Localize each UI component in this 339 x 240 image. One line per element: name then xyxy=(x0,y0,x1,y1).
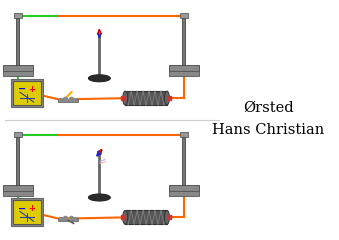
Bar xyxy=(180,132,188,137)
Bar xyxy=(13,200,41,224)
Bar xyxy=(14,132,22,137)
Bar xyxy=(16,18,19,65)
Bar xyxy=(58,99,78,102)
Ellipse shape xyxy=(123,210,128,224)
Ellipse shape xyxy=(123,91,128,105)
Bar xyxy=(3,191,33,196)
Bar xyxy=(169,191,199,196)
Bar xyxy=(169,71,199,76)
Bar xyxy=(169,65,199,71)
Bar xyxy=(125,210,167,224)
Text: +: + xyxy=(28,85,35,94)
Bar xyxy=(11,79,43,107)
Bar xyxy=(11,198,43,226)
Ellipse shape xyxy=(164,210,170,224)
Ellipse shape xyxy=(164,91,170,105)
Bar xyxy=(3,71,33,76)
Bar xyxy=(3,65,33,71)
Ellipse shape xyxy=(88,194,110,201)
Bar xyxy=(125,91,167,105)
Ellipse shape xyxy=(88,75,110,82)
Text: Hans Christian: Hans Christian xyxy=(212,123,324,137)
Bar xyxy=(58,218,78,221)
Text: −: − xyxy=(18,84,26,94)
Text: Ørsted: Ørsted xyxy=(243,101,294,115)
Bar xyxy=(13,81,41,105)
Bar xyxy=(169,185,199,191)
Text: −: − xyxy=(18,204,26,213)
Bar xyxy=(180,13,188,18)
Bar xyxy=(182,18,185,65)
Bar xyxy=(182,137,185,185)
Bar xyxy=(14,13,22,18)
Text: +: + xyxy=(28,204,35,213)
Bar xyxy=(3,185,33,191)
Bar xyxy=(16,137,19,185)
